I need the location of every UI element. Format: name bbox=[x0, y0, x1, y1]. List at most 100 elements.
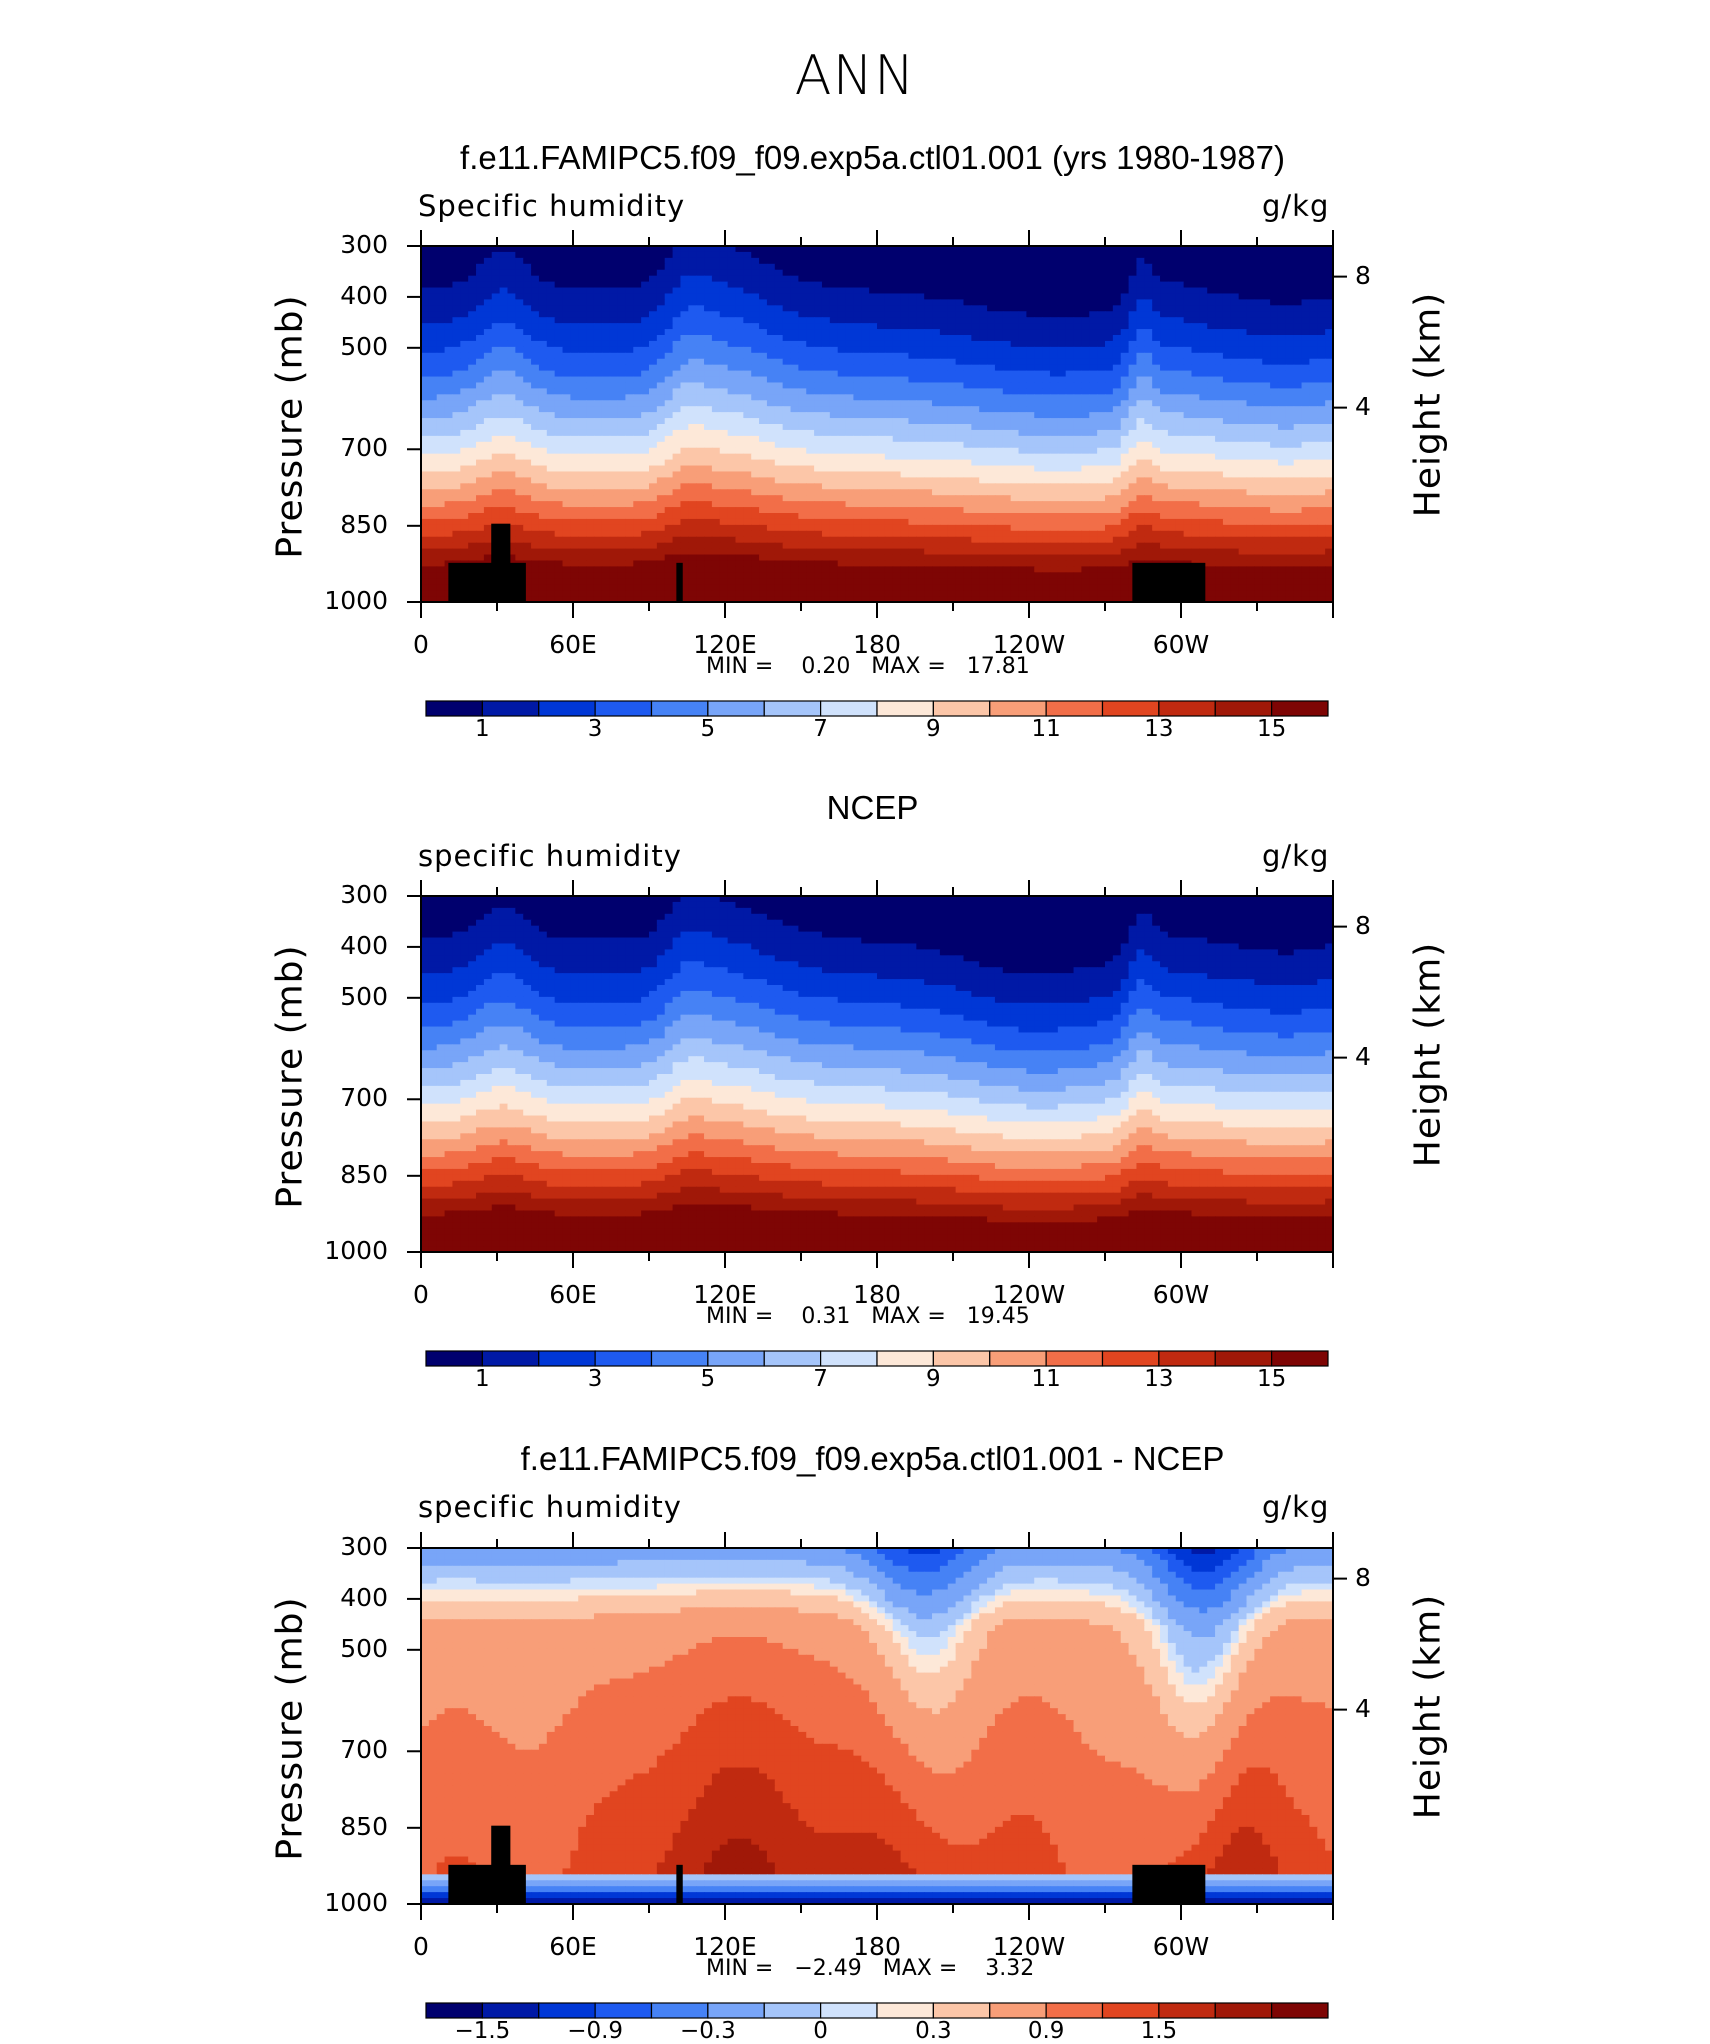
colorbar-swatch bbox=[539, 1351, 595, 1366]
colorbar-swatch bbox=[426, 1351, 482, 1366]
colorbar-swatch bbox=[821, 1351, 877, 1366]
colorbar-swatch bbox=[933, 1351, 989, 1366]
y-axis-label: Pressure (mb) bbox=[270, 1549, 311, 1909]
season-title: ANN bbox=[0, 44, 1710, 107]
colorbar-label: 0.9 bbox=[996, 2018, 1096, 2044]
colorbar-swatch bbox=[764, 701, 820, 716]
min-max-text: MIN = −2.49 MAX = 3.32 bbox=[706, 1956, 1034, 1981]
contour-plot bbox=[0, 876, 1710, 1292]
colorbar-swatch bbox=[539, 701, 595, 716]
colorbar-swatch bbox=[595, 701, 651, 716]
colorbar-swatch bbox=[933, 2003, 989, 2018]
colorbar-swatch bbox=[990, 2003, 1046, 2018]
panel-title: NCEP bbox=[0, 789, 1710, 827]
colorbar-swatch bbox=[652, 2003, 708, 2018]
colorbar-swatch bbox=[1215, 701, 1271, 716]
colorbar-swatch bbox=[539, 2003, 595, 2018]
y2-tick-label: 4 bbox=[1355, 1042, 1371, 1071]
contour-plot bbox=[0, 226, 1710, 642]
y2-axis-label: Height (km) bbox=[1408, 225, 1449, 585]
y-tick-label: 400 bbox=[300, 1583, 388, 1612]
colorbar-swatch bbox=[1272, 2003, 1328, 2018]
colorbar-swatch bbox=[1046, 701, 1102, 716]
x-tick-label: 0 bbox=[361, 1932, 481, 1961]
colorbar-swatch bbox=[1103, 1351, 1159, 1366]
terrain-mask bbox=[676, 563, 682, 602]
variable-label: specific humidity bbox=[418, 839, 682, 873]
colorbar-swatch bbox=[1159, 1351, 1215, 1366]
y-tick-label: 850 bbox=[300, 1160, 388, 1189]
colorbar-swatch bbox=[482, 701, 538, 716]
y-tick-label: 700 bbox=[300, 1735, 388, 1764]
x-tick-label: 60W bbox=[1121, 1280, 1241, 1309]
units-label: g/kg bbox=[1262, 1490, 1329, 1524]
colorbar-label: 0 bbox=[771, 2018, 871, 2044]
colorbar-swatch bbox=[1272, 1351, 1328, 1366]
y-tick-label: 500 bbox=[300, 982, 388, 1011]
x-tick-label: 60E bbox=[513, 1932, 633, 1961]
colorbar-swatch bbox=[1103, 701, 1159, 716]
colorbar-swatch bbox=[877, 701, 933, 716]
min-max-text: MIN = 0.20 MAX = 17.81 bbox=[706, 654, 1030, 679]
x-tick-label: 0 bbox=[361, 630, 481, 659]
colorbar-swatch bbox=[708, 2003, 764, 2018]
colorbar-swatch bbox=[652, 1351, 708, 1366]
colorbar-swatch bbox=[1272, 701, 1328, 716]
colorbar-swatch bbox=[1103, 2003, 1159, 2018]
colorbar-label: 3 bbox=[545, 716, 645, 742]
colorbar-swatch bbox=[708, 1351, 764, 1366]
terrain-mask bbox=[448, 1865, 526, 1904]
units-label: g/kg bbox=[1262, 189, 1329, 223]
colorbar-swatch bbox=[990, 701, 1046, 716]
colorbar-label: 3 bbox=[545, 1366, 645, 1392]
colorbar-swatch bbox=[1159, 2003, 1215, 2018]
y-tick-label: 700 bbox=[300, 433, 388, 462]
y-tick-label: 1000 bbox=[300, 586, 388, 615]
y-tick-label: 400 bbox=[300, 931, 388, 960]
colorbar-swatch bbox=[708, 701, 764, 716]
y-tick-label: 700 bbox=[300, 1083, 388, 1112]
colorbar-label: 15 bbox=[1222, 716, 1322, 742]
terrain-mask bbox=[448, 563, 526, 602]
colorbar-swatch bbox=[426, 701, 482, 716]
colorbar-label: 11 bbox=[996, 716, 1096, 742]
colorbar-swatch bbox=[652, 701, 708, 716]
colorbar-swatch bbox=[821, 2003, 877, 2018]
y-tick-label: 400 bbox=[300, 281, 388, 310]
x-tick-label: 60E bbox=[513, 630, 633, 659]
colorbar-swatch bbox=[764, 2003, 820, 2018]
terrain-mask bbox=[491, 524, 510, 602]
colorbar-label: 1.5 bbox=[1109, 2018, 1209, 2044]
colorbar-label: −1.5 bbox=[432, 2018, 532, 2044]
y-axis-label: Pressure (mb) bbox=[270, 897, 311, 1257]
y2-tick-label: 4 bbox=[1355, 392, 1371, 421]
y2-axis-label: Height (km) bbox=[1408, 1527, 1449, 1887]
x-tick-label: 0 bbox=[361, 1280, 481, 1309]
colorbar-label: 5 bbox=[658, 1366, 758, 1392]
colorbar-label: 1 bbox=[432, 1366, 532, 1392]
colorbar-swatch bbox=[595, 2003, 651, 2018]
colorbar-swatch bbox=[1046, 2003, 1102, 2018]
terrain-mask bbox=[1132, 1865, 1205, 1904]
y-tick-label: 1000 bbox=[300, 1236, 388, 1265]
x-tick-label: 60E bbox=[513, 1280, 633, 1309]
y-tick-label: 850 bbox=[300, 510, 388, 539]
colorbar-swatch bbox=[933, 701, 989, 716]
colorbar-label: 1 bbox=[432, 716, 532, 742]
panel-title: f.e11.FAMIPC5.f09_f09.exp5a.ctl01.001 - … bbox=[0, 1440, 1710, 1478]
variable-label: Specific humidity bbox=[418, 189, 685, 223]
colorbar-swatch bbox=[764, 1351, 820, 1366]
x-tick-label: 60W bbox=[1121, 630, 1241, 659]
units-label: g/kg bbox=[1262, 839, 1329, 873]
colorbar-swatch bbox=[1215, 2003, 1271, 2018]
y-tick-label: 500 bbox=[300, 1634, 388, 1663]
y2-tick-label: 8 bbox=[1355, 261, 1371, 290]
terrain-mask bbox=[676, 1865, 682, 1904]
colorbar-swatch bbox=[1215, 1351, 1271, 1366]
colorbar-swatch bbox=[821, 701, 877, 716]
panel-title: f.e11.FAMIPC5.f09_f09.exp5a.ctl01.001 (y… bbox=[0, 139, 1710, 177]
terrain-mask bbox=[491, 1826, 510, 1904]
y2-axis-label: Height (km) bbox=[1408, 875, 1449, 1235]
colorbar-label: 7 bbox=[771, 716, 871, 742]
colorbar-label: 15 bbox=[1222, 1366, 1322, 1392]
